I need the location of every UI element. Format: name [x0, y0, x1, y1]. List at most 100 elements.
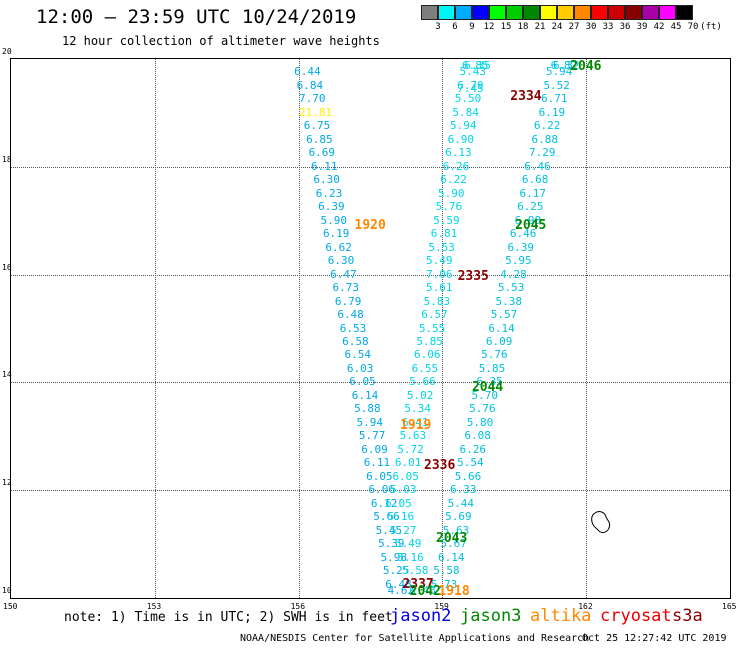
wave-height-value: 5.80: [466, 415, 494, 429]
wave-height-value: 5.85: [416, 334, 443, 348]
wave-height-value: 6.85: [306, 132, 333, 146]
wave-height-value: 5.73: [430, 577, 458, 591]
wave-height-value: 4.62: [387, 584, 415, 597]
wave-height-value: 6.88: [531, 132, 558, 146]
wave-height-value: 6.23: [315, 186, 343, 200]
wave-height-value: 5.53: [497, 281, 525, 295]
wave-height-value: 6.35: [464, 59, 491, 72]
footnote: note: 1) Time is in UTC; 2) SWH is in fe…: [64, 610, 393, 625]
wave-height-value: 6.53: [339, 321, 367, 335]
wave-height-value: 6.19: [538, 105, 566, 119]
wave-height-value: 6.68: [521, 173, 549, 187]
wave-height-value: 6.30: [313, 173, 340, 187]
wave-height-value: 7.06: [426, 267, 453, 281]
wave-height-value: 5.57: [490, 308, 518, 322]
legend-swatch: [472, 5, 489, 20]
wave-height-value: 6.55: [411, 361, 439, 375]
wave-height-value: 5.94: [545, 65, 573, 79]
wave-height-value: 5.84: [452, 105, 479, 119]
legend-swatch: [489, 5, 506, 20]
legend-tick-label: 45: [670, 22, 682, 32]
grid-line-lon: [298, 59, 300, 598]
wave-height-value: 5.27: [390, 523, 417, 537]
wave-height-value: 6.58: [342, 334, 369, 348]
legend-swatch: [523, 5, 540, 20]
wave-height-value: 7.45: [457, 81, 484, 95]
lon-tick-label: 156: [290, 602, 306, 611]
legend-tick-label: 70: [687, 22, 699, 32]
wave-height-value: 6.26: [459, 442, 487, 456]
wave-height-value: 5.58: [402, 564, 429, 578]
wave-height-value: 6.85: [461, 59, 489, 72]
legend-swatch: [455, 5, 472, 20]
wave-height-value: 6.81: [430, 227, 458, 241]
wave-height-value: 6.39: [507, 240, 534, 254]
pass-time-label: 2336: [424, 457, 456, 473]
legend-swatch: [557, 5, 574, 20]
island-outline: [591, 511, 611, 533]
legend-tick-label: 24: [551, 22, 563, 32]
wave-height-value: 6.05: [385, 496, 412, 510]
pass-time-label: 2045: [515, 218, 547, 234]
pass-time-label: 2335: [457, 269, 489, 285]
legend-tick-label: 3: [435, 22, 441, 32]
wave-height-value: 6.71: [541, 92, 568, 106]
wave-height-value: 6.22: [440, 173, 467, 187]
legend-swatch: [438, 5, 455, 20]
wave-height-value: 5.53: [428, 240, 455, 254]
wave-height-value: 6.32: [553, 59, 580, 72]
wave-height-value: 6.62: [325, 240, 352, 254]
pass-time-label: 2043: [436, 530, 468, 546]
legend-unit: (ft): [700, 22, 722, 32]
satellite-label-s3a: s3a: [672, 606, 703, 626]
wave-height-value: 5.58: [433, 564, 460, 578]
wave-height-value: 5.25: [382, 564, 410, 578]
legend-swatch: [574, 5, 591, 20]
wave-height-value: 5.63: [442, 523, 470, 537]
wave-height-value: 5.43: [459, 65, 487, 79]
credit-line: NOAA/NESDIS Center for Satellite Applica…: [240, 633, 590, 644]
wave-height-value: 6.75: [303, 119, 331, 133]
satellite-label-jason2: jason2: [390, 606, 452, 626]
wave-height-value: 5.90: [437, 186, 465, 200]
wave-height-value: 6.46: [509, 227, 537, 241]
legend-tick-label: 21: [534, 22, 546, 32]
legend-labels: 3 6 9 12 15 18 21 24 27 30 33 36 39 42 45 70 (ft): [421, 20, 722, 34]
color-legend: 3 6 9 12 15 18 21 24 27 30 33 36 39 42 45 70 (ft): [421, 5, 722, 34]
wave-height-value: 6.06: [368, 483, 395, 497]
lat-tick-label: 18: [2, 154, 12, 164]
wave-height-value: 6.82: [550, 59, 578, 72]
pass-time-label: 2337: [402, 576, 434, 592]
wave-height-value: 6.09: [485, 334, 513, 348]
wave-height-value: 6.98: [514, 213, 542, 227]
lat-tick-label: 16: [2, 262, 12, 272]
wave-height-value: 6.06: [414, 348, 441, 362]
wave-height-value: 6.12: [370, 496, 398, 510]
wave-height-value: 7.70: [298, 92, 326, 106]
wave-height-value: 6.05: [392, 469, 419, 483]
wave-height-value: 5.54: [457, 456, 484, 470]
wave-height-value: 5.90: [320, 213, 348, 227]
grid-line-lat: [11, 490, 730, 492]
wave-height-value: 5.72: [397, 442, 424, 456]
wave-height-value: 5.44: [447, 496, 475, 510]
lon-tick-label: 159: [434, 602, 449, 611]
map-title: 12:00 – 23:59 UTC 10/24/2019: [36, 6, 357, 28]
wave-height-value: 6.30: [327, 254, 355, 268]
legend-swatch: [506, 5, 523, 20]
wave-height-value: 5.94: [356, 415, 384, 429]
wave-height-value: 5.69: [445, 510, 472, 524]
wave-height-value: 5.61: [426, 281, 453, 295]
wave-height-value: 6.33: [449, 483, 477, 497]
wave-height-value: 5.49: [426, 254, 453, 268]
legend-swatch: [625, 5, 642, 20]
wave-height-value: 6.13: [445, 146, 472, 160]
wave-height-value: 6.19: [322, 227, 350, 241]
pass-time-label: 1918: [438, 584, 470, 599]
wave-height-value: 6.14: [488, 321, 515, 335]
legend-tick-label: 27: [568, 22, 580, 32]
wave-height-value: 6.22: [533, 119, 561, 133]
wave-height-value: 6.39: [318, 200, 345, 214]
wave-height-value: 5.52: [543, 78, 570, 92]
legend-tick-label: 12: [483, 22, 495, 32]
